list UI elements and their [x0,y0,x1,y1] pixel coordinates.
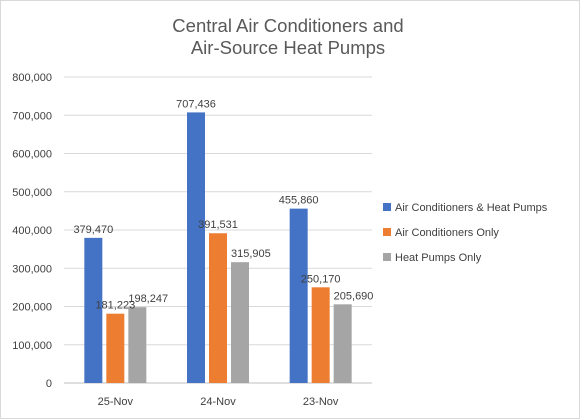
bar [187,112,205,383]
data-label: 707,436 [176,98,216,110]
data-label: 379,470 [73,224,113,236]
legend-label: Air Conditioners & Heat Pumps [395,202,548,214]
data-label: 181,223 [95,300,135,312]
bar [209,233,227,383]
data-label: 250,170 [301,273,341,285]
data-label: 391,531 [198,219,238,231]
chart-title: Central Air Conditioners and Air-Source … [172,15,403,58]
legend-swatch [383,203,391,211]
bar [128,307,147,383]
x-tick-label: 23-Nov [303,396,339,408]
bar [231,262,249,383]
y-tick-label: 100,000 [12,340,52,352]
bar [333,304,352,383]
bar [289,208,308,383]
y-tick-label: 400,000 [12,225,52,237]
y-tick-label: 0 [46,378,52,390]
legend-label: Air Conditioners Only [395,227,499,239]
y-tick-label: 600,000 [12,149,52,161]
y-tick-label: 500,000 [12,187,52,199]
y-tick-label: 800,000 [12,72,52,84]
bar [106,313,125,383]
y-tick-label: 300,000 [12,263,52,275]
data-label: 315,905 [231,248,271,260]
chart-title-line-2: Air-Source Heat Pumps [191,37,385,58]
data-label: 198,247 [128,293,168,305]
chart-title-line-1: Central Air Conditioners and [172,15,403,36]
x-tick-label: 24-Nov [200,396,236,408]
legend: Air Conditioners & Heat Pumps Air Conditi… [383,202,548,264]
data-label: 205,690 [334,290,374,302]
legend-swatch [383,253,391,261]
legend-swatch [383,228,391,236]
bar [311,287,330,383]
x-axis: 25-Nov 24-Nov 23-Nov [98,396,339,408]
data-label: 455,860 [279,195,319,207]
y-tick-label: 700,000 [12,110,52,122]
x-tick-label: 25-Nov [98,396,134,408]
y-axis: 0 100,000 200,000 300,000 400,000 500,000 600,… [12,72,52,390]
y-tick-label: 200,000 [12,302,52,314]
bar [84,237,103,383]
bars [84,112,352,383]
legend-label: Heat Pumps Only [395,252,482,264]
